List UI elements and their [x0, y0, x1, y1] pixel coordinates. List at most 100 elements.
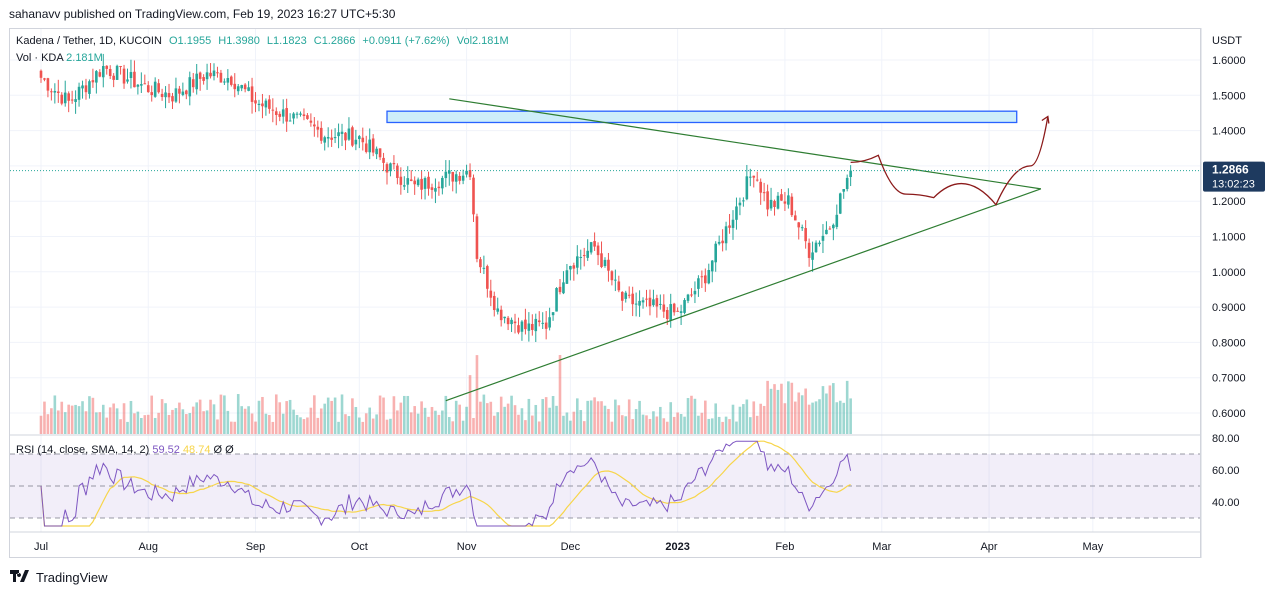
candle-body	[174, 88, 178, 102]
rsi-tick-label: 40.00	[1212, 497, 1240, 509]
candle-body	[150, 92, 154, 96]
candle-body	[344, 132, 347, 141]
volume-bar	[63, 412, 67, 434]
candles	[39, 53, 852, 343]
candle-body	[596, 245, 600, 256]
candle-body	[624, 292, 628, 299]
candle-body	[91, 80, 95, 83]
volume-bar	[492, 415, 496, 434]
candle-body	[489, 290, 493, 298]
candle-body	[531, 323, 534, 330]
candle-body	[226, 78, 230, 83]
volume-bar	[544, 397, 548, 434]
candle-body	[181, 91, 185, 95]
candle-body	[693, 290, 697, 295]
volume-bar	[461, 420, 465, 434]
candle-body	[645, 298, 648, 300]
candle-body	[603, 259, 607, 267]
candle-body	[773, 200, 776, 207]
volume-bar	[77, 406, 81, 434]
candle-body	[697, 278, 700, 289]
volume-bar	[240, 406, 243, 434]
candle-body	[271, 109, 275, 111]
volume-bar	[776, 389, 780, 434]
candle-body	[88, 81, 91, 94]
volume-bar	[430, 406, 434, 434]
volume-bar	[620, 415, 624, 434]
lower-trendline	[445, 188, 1042, 402]
candle-body	[243, 84, 247, 90]
last-price-badge	[1203, 161, 1265, 192]
candle-body	[510, 319, 513, 325]
candle-body	[710, 260, 714, 272]
candle-body	[454, 174, 458, 182]
tradingview-logo-icon[interactable]	[10, 570, 32, 585]
candle-body	[717, 241, 721, 244]
volume-legend: Vol · KDA 2.181M	[16, 52, 103, 64]
volume-bar	[634, 409, 638, 434]
candle-body	[74, 99, 77, 102]
grid	[10, 29, 1200, 532]
volume-bar	[205, 410, 209, 434]
volume-bar	[769, 388, 773, 434]
candle-body	[347, 128, 351, 140]
volume-bar	[195, 402, 198, 434]
volume-bar	[164, 403, 167, 434]
candle-body	[281, 109, 285, 117]
candle-body	[333, 137, 337, 139]
volume-bar	[191, 406, 195, 434]
volume-bar	[527, 398, 531, 434]
volume-bar	[804, 388, 807, 434]
candle-body	[105, 65, 109, 69]
volume-bar	[323, 403, 327, 434]
volume-bar	[174, 408, 178, 434]
volume-bar	[98, 412, 102, 434]
volume-bar	[499, 396, 503, 434]
volume-bar	[230, 421, 233, 434]
candle-body	[780, 194, 783, 201]
volume-bar	[479, 401, 482, 434]
volume-bar	[212, 404, 216, 434]
volume-bar	[133, 413, 136, 434]
time-tick-label: Aug	[138, 541, 158, 553]
volume-bar	[458, 404, 461, 434]
candle-body	[223, 81, 226, 83]
volume-bar	[749, 417, 752, 434]
candle-body	[57, 91, 60, 93]
volume-bar	[655, 416, 659, 434]
symbol-name[interactable]: Kadena / Tether, 1D, KUCOIN	[16, 35, 162, 47]
candle-body	[185, 90, 188, 95]
volume-bar	[105, 417, 109, 434]
candle-body	[198, 72, 202, 79]
rsi-value: 59.52	[152, 444, 180, 456]
volume-bar	[313, 395, 316, 434]
candle-body	[479, 259, 482, 268]
candle-body	[126, 79, 129, 82]
candle-body	[378, 148, 382, 158]
candle-body	[593, 241, 596, 247]
candle-body	[492, 295, 496, 311]
candle-body	[652, 299, 655, 306]
volume-bar	[171, 409, 174, 434]
candle-body	[385, 164, 389, 173]
candle-body	[634, 303, 638, 305]
candle-body	[354, 139, 358, 145]
rsi-tick-label: 60.00	[1212, 465, 1240, 477]
candle-body	[662, 304, 666, 312]
volume-bar	[101, 404, 105, 434]
volume-bar	[454, 400, 458, 434]
brand-name[interactable]: TradingView	[36, 570, 108, 585]
candle-body	[340, 131, 344, 134]
volume-bar	[112, 403, 115, 434]
candle-body	[807, 242, 811, 258]
volume-label[interactable]: Vol · KDA	[16, 52, 64, 64]
rsi-label[interactable]: RSI (14, close, SMA, 14, 2)	[16, 444, 150, 456]
volume-bar	[510, 395, 513, 434]
volume-bar	[67, 404, 70, 434]
volume-bar	[551, 396, 555, 434]
volume-bar	[198, 399, 202, 434]
volume-bar	[614, 399, 617, 434]
volume-bar	[389, 418, 392, 434]
candle-body	[423, 178, 427, 189]
